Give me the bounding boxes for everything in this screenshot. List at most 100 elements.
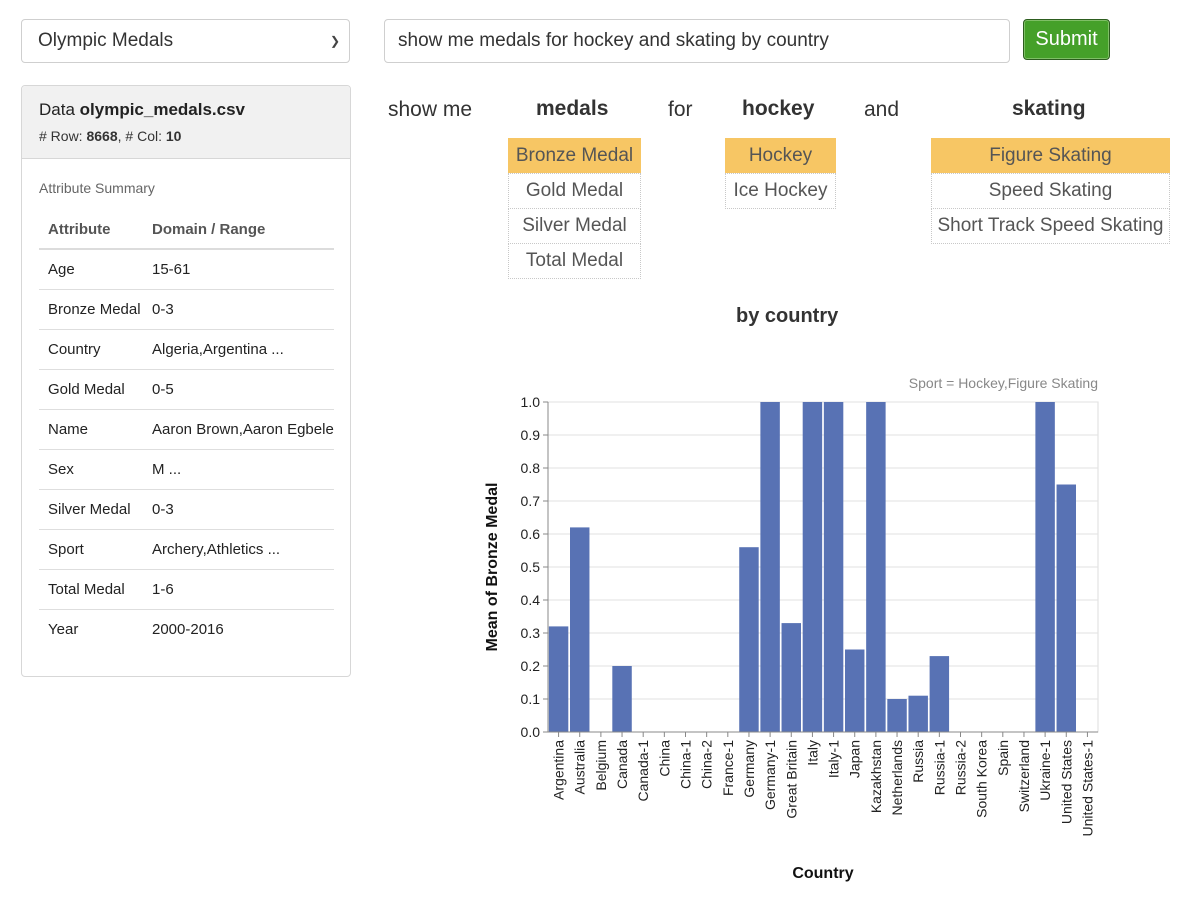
token-skating[interactable]: skating [1012,97,1086,120]
attribute-row: Sex M ... [39,450,334,490]
x-tick-label: Spain [995,740,1011,776]
chart-subtitle: Sport = Hockey,Figure Skating [909,375,1098,391]
bar [866,402,886,732]
attribute-row: Sport Archery,Athletics ... [39,530,334,570]
y-tick-label: 0.5 [521,559,541,575]
bar [823,402,844,732]
x-tick-label: Argentina [551,740,567,800]
attribute-name: Silver Medal [48,501,131,518]
data-panel-meta: # Row: 8668, # Col: 10 [39,128,182,144]
x-tick-label: Kazakhstan [868,740,884,813]
x-tick-label: Germany [741,740,757,798]
skating-option[interactable]: Speed Skating [931,173,1170,209]
attribute-domain: 1-6 [152,581,174,598]
attribute-name: Total Medal [48,581,125,598]
x-tick-label: Russia [910,740,926,783]
x-tick-label: Russia-1 [931,740,947,795]
bar [929,656,950,732]
data-panel: Data olympic_medals.csv # Row: 8668, # C… [21,85,351,677]
attribute-domain: 0-3 [152,501,174,518]
x-tick-label: United States [1058,740,1074,824]
query-input-value: show me medals for hockey and skating by… [398,30,829,51]
y-tick-label: 0.2 [521,658,541,674]
y-axis-title: Mean of Bronze Medal [484,483,501,652]
attribute-summary-label: Attribute Summary [39,180,155,196]
attribute-domain: M ... [152,461,182,478]
bar [1035,402,1055,732]
bar [802,402,823,732]
submit-button[interactable]: Submit [1023,19,1110,60]
data-file-name: olympic_medals.csv [79,100,246,119]
attribute-row: Gold Medal 0-5 [39,370,334,410]
bar [548,626,569,732]
token-hockey[interactable]: hockey [742,97,815,120]
header-domain: Domain / Range [152,220,266,238]
skating-option[interactable]: Figure Skating [931,138,1170,174]
token-for: for [668,98,693,121]
attribute-name: Sport [48,541,84,558]
y-tick-label: 1.0 [521,394,541,410]
y-tick-label: 0.1 [521,691,541,707]
attribute-name: Name [48,421,89,438]
bar [887,699,907,732]
medals-option[interactable]: Gold Medal [508,173,641,209]
attribute-domain: Archery,Athletics ... [152,541,281,558]
x-tick-label: United States-1 [1079,740,1095,837]
x-tick-label: Australia [572,740,588,795]
bar [908,695,928,732]
x-tick-label: Italy-1 [826,740,842,778]
y-tick-label: 0.6 [521,526,541,542]
x-tick-label: Belgium [593,740,609,791]
x-tick-label: China-2 [699,740,715,789]
x-tick-label: Canada [614,740,630,789]
attribute-name: Bronze Medal [48,301,141,318]
bar [781,623,801,732]
dataset-select-value: Olympic Medals [38,30,174,51]
x-tick-label: Canada-1 [635,740,651,802]
x-tick-label: Netherlands [889,740,905,816]
y-tick-label: 0.3 [521,625,541,641]
medals-option[interactable]: Total Medal [508,243,641,279]
bar [845,649,865,732]
token-and: and [864,98,900,121]
data-panel-title: Data olympic_medals.csv [39,100,246,119]
hockey-option[interactable]: Hockey [725,138,836,174]
attribute-table-header: Attribute Domain / Range [39,210,334,250]
medals-options: Bronze Medal Gold Medal Silver Medal Total … [508,138,641,279]
x-tick-label: Japan [847,740,863,778]
attribute-domain: 15-61 [152,261,191,278]
attribute-name: Country [48,341,101,358]
y-tick-label: 0.9 [521,427,541,443]
x-tick-label: Italy [804,740,820,766]
query-input[interactable]: show me medals for hockey and skating by… [384,19,1010,63]
x-tick-label: South Korea [974,740,990,818]
y-tick-label: 0.8 [521,460,541,476]
x-tick-label: Russia-2 [953,740,969,795]
attribute-domain: Algeria,Argentina ... [152,341,284,358]
medals-option[interactable]: Bronze Medal [508,138,641,174]
x-tick-label: China-1 [678,740,694,789]
attribute-row: Name Aaron Brown,Aaron Egbele ... [39,410,334,450]
attribute-domain: 0-3 [152,301,174,318]
bar-chart: 0.0 0.1 0.2 0.3 0.4 0.5 0.6 0.7 0.8 0.9 1.0 Argenti… [484,375,1099,882]
y-tick-label: 0.4 [521,592,541,608]
token-show-me: show me [388,98,473,121]
token-medals[interactable]: medals [536,97,609,120]
chevron-down-icon: ❯ [329,34,340,48]
attribute-row: Country Algeria,Argentina ... [39,330,334,370]
skating-option[interactable]: Short Track Speed Skating [931,208,1170,244]
dataset-select[interactable]: Olympic Medals ❯ [21,19,350,63]
x-axis-title: Country [792,865,853,882]
bar [1056,484,1076,732]
header-attribute: Attribute [48,220,111,238]
attribute-name: Age [48,261,75,278]
hockey-option[interactable]: Ice Hockey [725,173,836,209]
bar [570,527,590,732]
attribute-domain: 0-5 [152,381,174,398]
medals-option[interactable]: Silver Medal [508,208,641,244]
bar [760,402,780,732]
y-tick-label: 0.0 [521,724,541,740]
attribute-row: Silver Medal 0-3 [39,490,334,530]
attribute-name: Sex [48,461,74,478]
attribute-row: Total Medal 1-6 [39,570,334,610]
